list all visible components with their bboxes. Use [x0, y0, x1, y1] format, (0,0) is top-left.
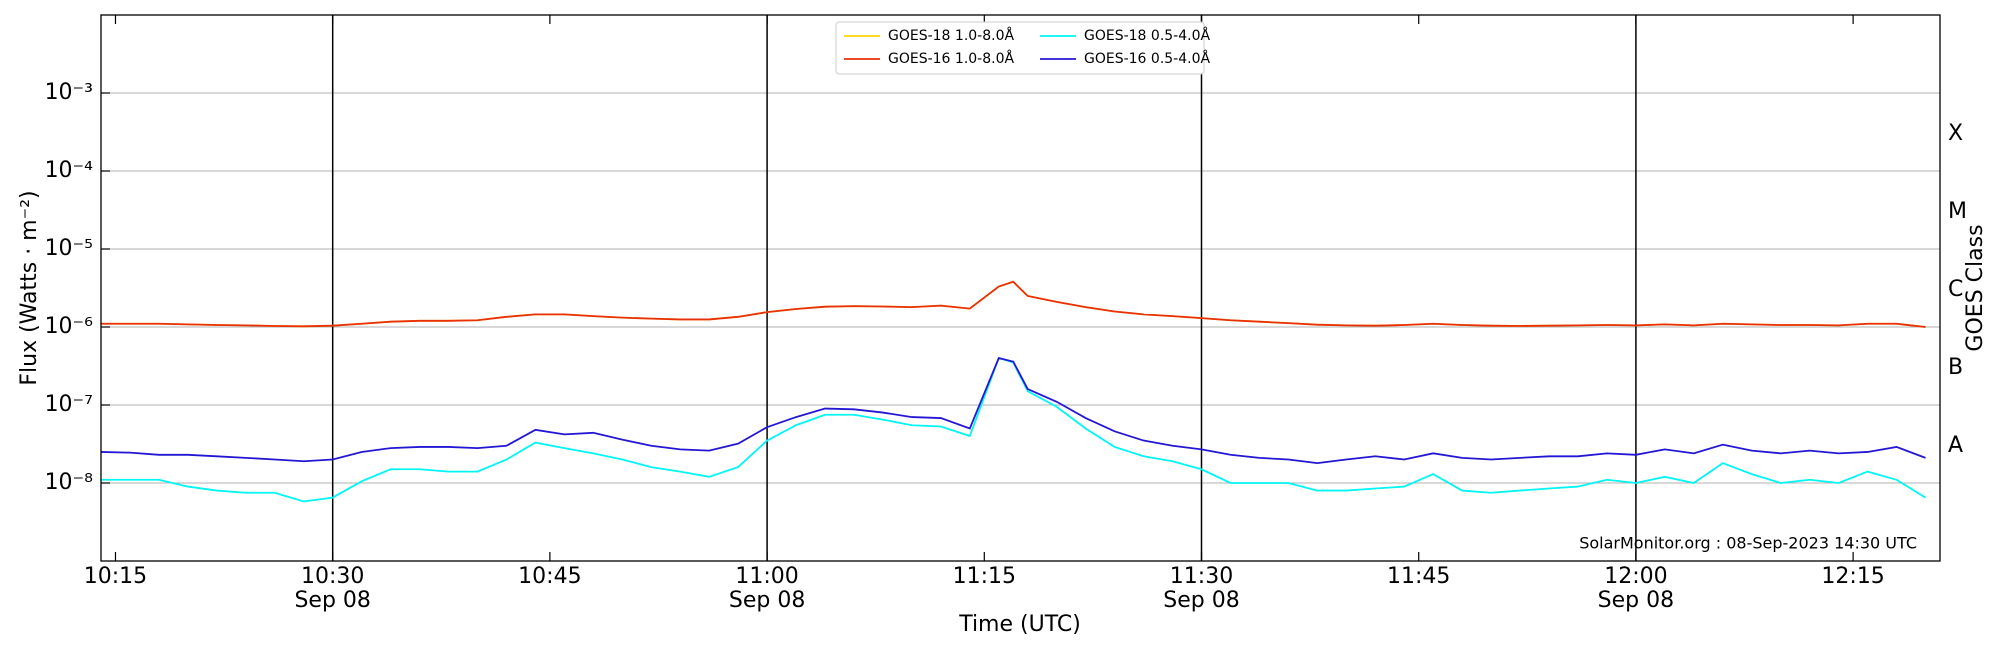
x-tick-date: Sep 08	[1598, 588, 1674, 613]
y-tick-label: 10⁻⁴	[45, 158, 94, 183]
x-tick-label: 11:45	[1387, 564, 1450, 589]
y2-tick-label: C	[1948, 277, 1963, 302]
x-tick-date: Sep 08	[294, 588, 370, 613]
legend-label: GOES-16 0.5-4.0Å	[1084, 50, 1210, 67]
x-tick-label: 10:15	[84, 564, 147, 589]
y2-axis-label: GOES Class	[1963, 224, 1988, 351]
y-tick-label: 10⁻⁷	[45, 392, 93, 417]
y-tick-label: 10⁻³	[45, 80, 93, 105]
x-tick-date: Sep 08	[729, 588, 805, 613]
x-tick-label: 10:30	[301, 564, 364, 589]
legend-label: GOES-18 0.5-4.0Å	[1084, 27, 1210, 44]
series-line	[101, 356, 1926, 464]
y2-tick-label: M	[1948, 199, 1967, 224]
x-tick-date: Sep 08	[1163, 588, 1239, 613]
series-line	[101, 280, 1926, 328]
y2-tick-label: X	[1948, 121, 1963, 146]
x-tick-label: 11:00	[735, 564, 798, 589]
legend-label: GOES-16 1.0-8.0Å	[888, 50, 1014, 67]
legend-label: GOES-18 1.0-8.0Å	[888, 27, 1014, 44]
x-axis-label: Time (UTC)	[958, 612, 1081, 637]
series-line	[101, 280, 1926, 328]
y-tick-label: 10⁻⁵	[45, 236, 93, 261]
plot-frame	[100, 14, 1941, 562]
x-tick-label: 12:15	[1821, 564, 1884, 589]
x-tick-label: 12:00	[1604, 564, 1667, 589]
y-axis-label: Flux (Watts · m⁻²)	[17, 190, 42, 385]
legend-box	[835, 21, 1205, 75]
annotation: SolarMonitor.org : 08-Sep-2023 14:30 UTC	[1579, 534, 1917, 553]
x-tick-label: 10:45	[518, 564, 581, 589]
y2-tick-label: A	[1948, 433, 1963, 458]
y2-tick-label: B	[1948, 355, 1963, 380]
series-line	[101, 356, 1926, 503]
x-tick-label: 11:30	[1170, 564, 1233, 589]
y-tick-label: 10⁻⁶	[45, 314, 94, 339]
x-tick-label: 11:15	[953, 564, 1016, 589]
y-tick-label: 10⁻⁸	[45, 470, 94, 495]
